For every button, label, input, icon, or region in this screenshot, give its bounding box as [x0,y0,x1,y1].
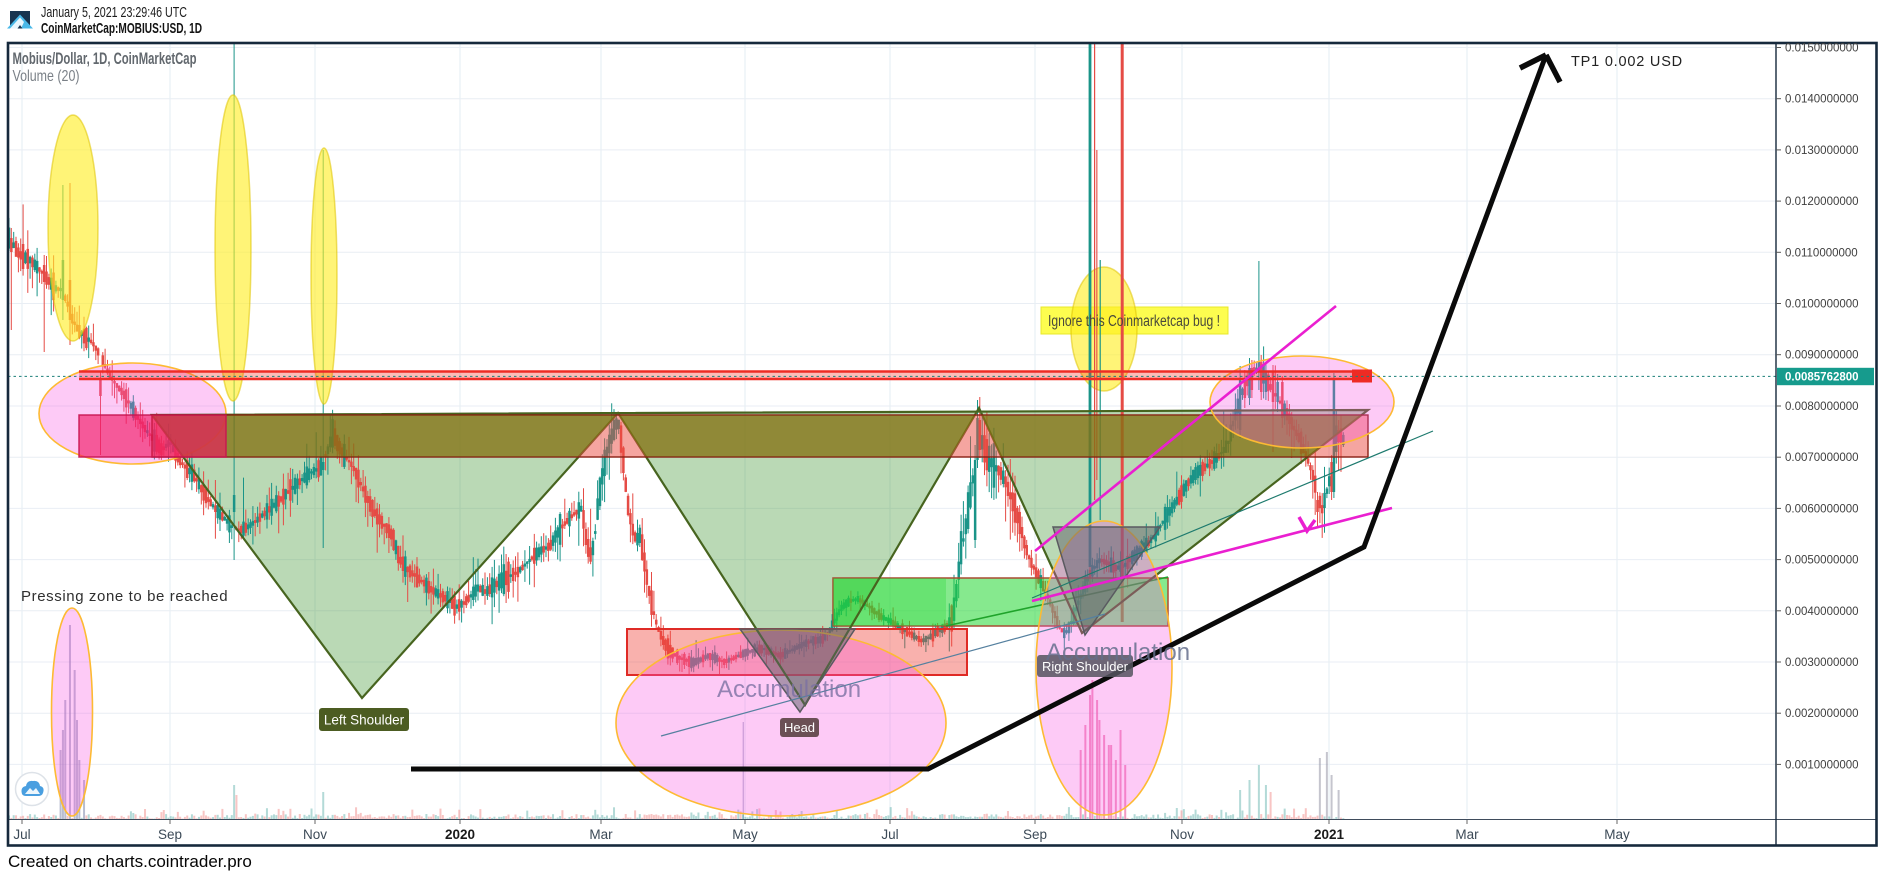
svg-text:TP1 0.002 USD: TP1 0.002 USD [1571,54,1683,70]
svg-text:Head: Head [784,720,815,735]
svg-text:0.0080000000: 0.0080000000 [1785,401,1859,413]
svg-text:Jul: Jul [13,827,30,842]
svg-text:Jul: Jul [881,827,898,842]
svg-text:Mar: Mar [589,827,613,842]
svg-text:0.0130000000: 0.0130000000 [1785,145,1859,157]
svg-text:0.0120000000: 0.0120000000 [1785,196,1859,208]
svg-text:0.0060000000: 0.0060000000 [1785,503,1859,515]
svg-text:Pressing zone to be reached: Pressing zone to be reached [21,588,228,605]
svg-text:0.0070000000: 0.0070000000 [1785,452,1859,464]
svg-text:CoinMarketCap:MOBIUS:USD, 1D: CoinMarketCap:MOBIUS:USD, 1D [41,20,202,37]
svg-text:0.0020000000: 0.0020000000 [1785,708,1859,720]
svg-text:0.0110000000: 0.0110000000 [1785,247,1858,259]
svg-text:0.0150000000: 0.0150000000 [1785,43,1859,55]
svg-text:Accumulation: Accumulation [717,676,861,703]
svg-text:Sep: Sep [1023,827,1047,842]
svg-text:0.0040000000: 0.0040000000 [1785,606,1859,618]
svg-text:Nov: Nov [303,827,327,842]
svg-text:Accumulation: Accumulation [1046,639,1190,666]
svg-text:May: May [1604,827,1630,842]
svg-text:Nov: Nov [1170,827,1194,842]
svg-text:Mobius/Dollar, 1D, CoinMarketC: Mobius/Dollar, 1D, CoinMarketCap [13,50,197,68]
svg-text:2020: 2020 [445,827,475,842]
svg-text:Sep: Sep [158,827,182,842]
svg-text:0.0100000000: 0.0100000000 [1785,299,1859,311]
svg-text:0.0140000000: 0.0140000000 [1785,94,1859,106]
svg-text:Ignore this Coinmarketcap bug: Ignore this Coinmarketcap bug ! [1048,313,1220,330]
svg-text:Mar: Mar [1455,827,1479,842]
svg-text:Right Shoulder: Right Shoulder [1042,659,1129,674]
svg-text:Created on charts.cointrader.p: Created on charts.cointrader.pro [8,852,252,871]
svg-text:2021: 2021 [1314,827,1345,842]
svg-text:0.0085762800: 0.0085762800 [1785,372,1859,384]
svg-text:Left Shoulder: Left Shoulder [324,713,405,728]
svg-text:0.0090000000: 0.0090000000 [1785,350,1859,362]
svg-text:0.0030000000: 0.0030000000 [1785,657,1859,669]
svg-text:January 5, 2021 23:29:46 UTC: January 5, 2021 23:29:46 UTC [41,4,187,21]
svg-text:0.0050000000: 0.0050000000 [1785,555,1859,567]
svg-text:Volume (20): Volume (20) [13,68,80,85]
svg-text:0.0010000000: 0.0010000000 [1785,759,1859,771]
svg-text:May: May [732,827,758,842]
